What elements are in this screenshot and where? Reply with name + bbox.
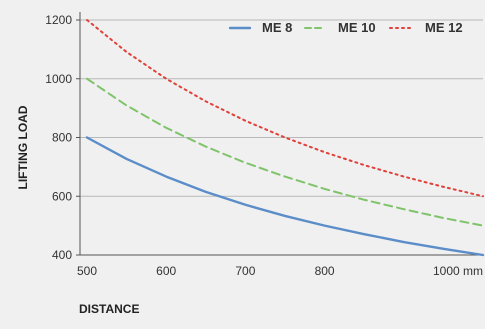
y-tick-label-800: 800 [52,131,72,145]
x-tick-label-700: 700 [235,264,255,278]
x-axis-title: DISTANCE [79,302,139,316]
grid-layer [80,19,483,197]
legend-label-me-12: ME 12 [425,20,463,35]
x-tick-label-800: 800 [315,264,335,278]
legend-label-me-10: ME 10 [338,20,376,35]
series-line-me-12 [86,19,484,198]
series-line-me-10 [86,77,484,227]
series-layer [85,19,485,257]
y-tick-label-600: 600 [52,189,72,203]
y-axis-title: LIFTING LOAD [16,105,30,189]
series-line-me-8 [85,136,485,257]
x-tick-label-1000: 1000 mm [433,264,483,278]
x-tick-label-500: 500 [77,264,97,278]
y-tick-label-1200: 1200 [45,13,72,27]
legend-label-me-8: ME 8 [262,20,292,35]
y-tick-label-1000: 1000 [45,72,72,86]
axis-layer [76,12,483,256]
y-tick-label-400: 400 [52,248,72,262]
legend: ME 8 ME 10 ME 12 [228,20,463,35]
tick-label-layer: 400 600 800 1000 1200 500 600 700 800 1000 mm [45,13,483,278]
x-tick-label-600: 600 [156,264,176,278]
